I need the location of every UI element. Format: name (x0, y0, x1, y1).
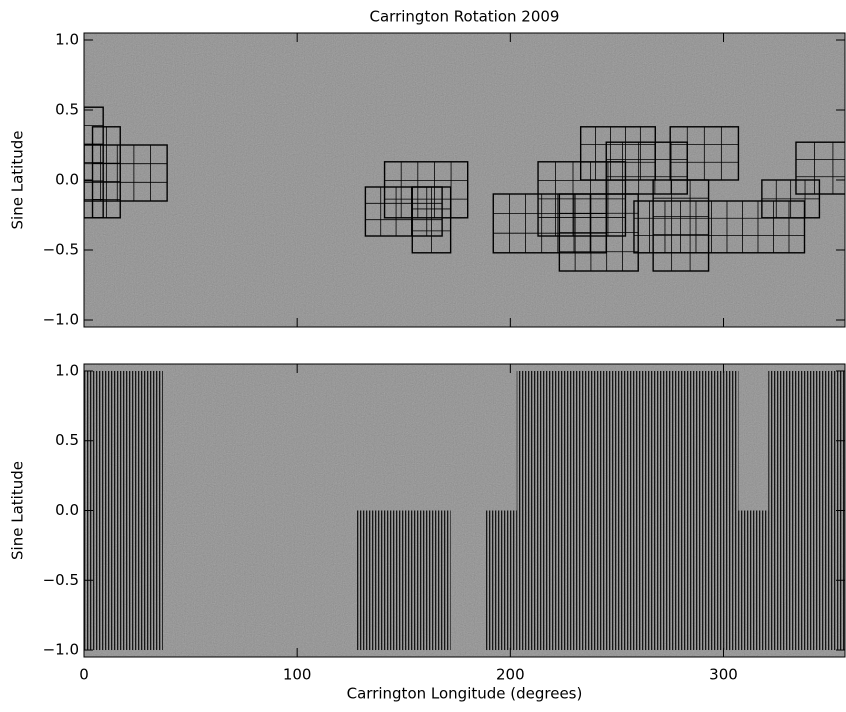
y-tick-label: 0.0 (55, 501, 79, 519)
hatched-region (356, 510, 451, 651)
box-group (84, 144, 168, 202)
box (579, 126, 656, 181)
y-tick-label: 0.5 (55, 101, 79, 119)
x-tick-label: 300 (709, 666, 738, 684)
y-tick-label: 1.0 (55, 31, 79, 49)
chart-title: Carrington Rotation 2009 (370, 8, 560, 26)
box-group (411, 186, 452, 254)
hatched-region (516, 370, 739, 651)
x-tick-label: 0 (79, 666, 89, 684)
box-group (669, 126, 740, 181)
box (492, 193, 607, 254)
box (364, 186, 443, 237)
plot-area (84, 106, 845, 272)
hatched-region (738, 510, 769, 651)
box-group (91, 126, 121, 219)
box-group (558, 193, 639, 272)
box-group (364, 186, 443, 237)
box (383, 161, 469, 219)
x-tick-label: 100 (283, 666, 312, 684)
hatched-region (484, 510, 517, 651)
y-axis-label: Sine Latitude (9, 461, 27, 560)
box-group (579, 126, 656, 181)
x-axis-label: Carrington Longitude (degrees) (347, 685, 583, 703)
y-axis-label: Sine Latitude (9, 131, 27, 230)
box-group (761, 179, 821, 219)
box (633, 200, 806, 254)
hatched-region (768, 370, 845, 651)
box (84, 144, 168, 202)
y-tick-label: 0.5 (55, 431, 79, 449)
y-tick-label: −1.0 (43, 311, 79, 329)
box-group (492, 193, 607, 254)
y-tick-label: 1.0 (55, 361, 79, 379)
x-tick-label: 200 (496, 666, 525, 684)
box (795, 141, 845, 195)
box-group (633, 200, 806, 254)
box-group (795, 141, 845, 195)
y-tick-label: 0.0 (55, 171, 79, 189)
y-tick-label: −0.5 (43, 241, 79, 259)
plot-area (84, 370, 845, 651)
y-tick-label: −1.0 (43, 641, 79, 659)
y-tick-label: −0.5 (43, 571, 79, 589)
hatched-region (84, 370, 163, 651)
